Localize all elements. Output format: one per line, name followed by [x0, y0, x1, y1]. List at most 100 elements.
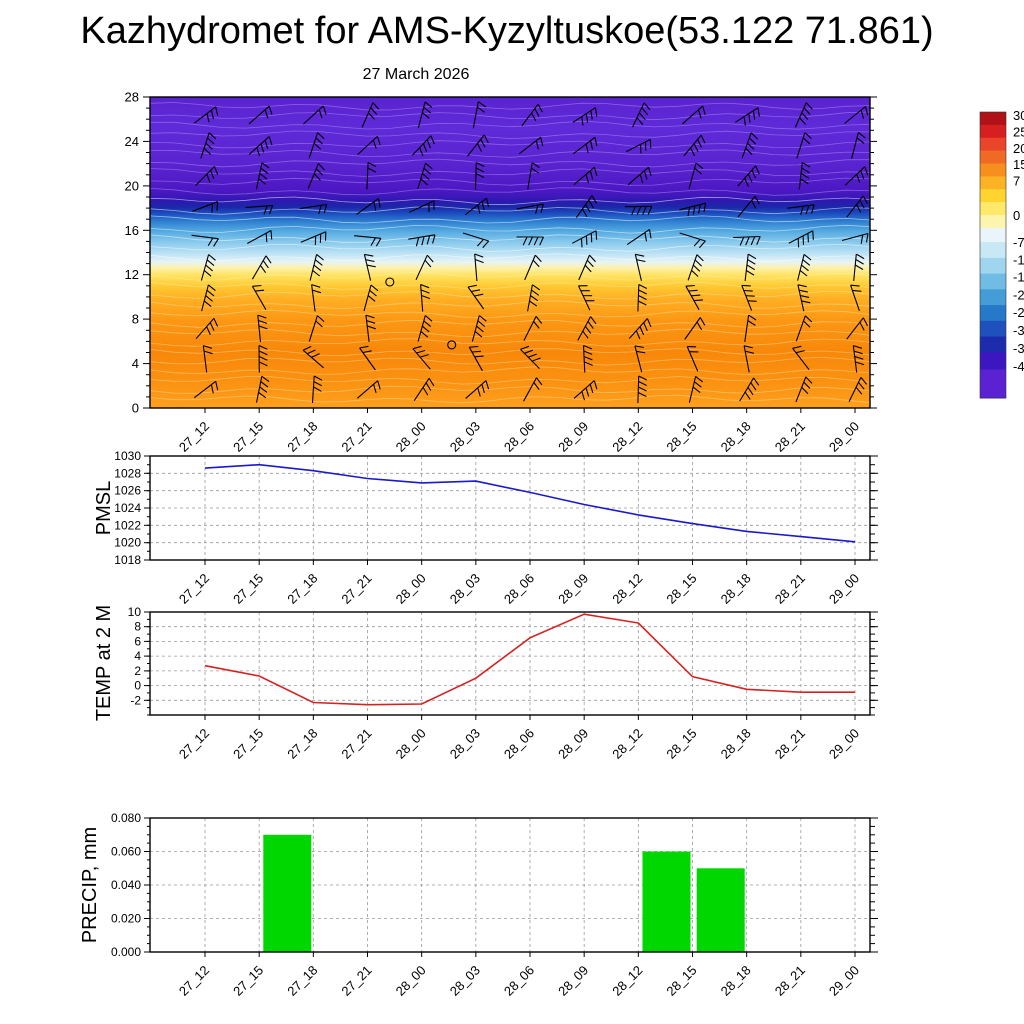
time-tick-label: 28_03 [447, 419, 483, 455]
time-tick-label: 27_18 [284, 571, 320, 607]
calm-wind-circle [385, 277, 395, 287]
level-tick-label: 8 [132, 312, 139, 327]
colorbar-label: -7 [1013, 235, 1024, 250]
time-tick-label: 28_21 [772, 726, 808, 762]
colorbar-label: -30 [1013, 323, 1024, 338]
time-tick-label: 27_18 [284, 963, 320, 999]
time-tick-label: 28_09 [555, 419, 591, 455]
time-tick-label: 28_15 [663, 571, 699, 607]
level-tick-label: 28 [125, 90, 139, 105]
time-tick-label: 27_15 [230, 726, 266, 762]
cross-section-fill [150, 97, 870, 408]
colorbar-label: -10 [1013, 252, 1024, 267]
level-tick-label: 16 [125, 223, 139, 238]
time-tick-label: 27_18 [284, 419, 320, 455]
time-tick-label: 27_15 [230, 419, 266, 455]
y-tick-label: 4 [134, 649, 141, 663]
temp-chart: 27_12 27_15 27_18 27_21 28_00 28_03 28_06 28_09… [128, 605, 878, 762]
time-tick-label: 28_12 [609, 571, 645, 607]
chart-subtitle-date: 27 March 2026 [362, 66, 470, 83]
y-tick-label: 0.040 [111, 878, 141, 892]
time-tick-label: 28_12 [609, 726, 645, 762]
colorbar-label: 20 [1013, 141, 1024, 156]
time-tick-label: 28_21 [772, 963, 808, 999]
time-tick-label: 27_15 [230, 963, 266, 999]
y-tick-label: 1026 [114, 484, 141, 498]
time-tick-label: 29_00 [826, 571, 862, 607]
time-tick-label: 28_15 [663, 726, 699, 762]
y-tick-label: 2 [134, 664, 141, 678]
time-tick-label: 28_09 [555, 726, 591, 762]
time-tick-label: 29_00 [826, 726, 862, 762]
time-tick-label: 28_21 [772, 419, 808, 455]
y-tick-label: 1030 [114, 449, 141, 463]
time-tick-label: 28_03 [447, 963, 483, 999]
colorbar-label: -25 [1013, 305, 1024, 320]
y-tick-label: 1024 [114, 501, 141, 515]
y-tick-label: 6 [134, 634, 141, 648]
y-tick-label: 8 [134, 620, 141, 634]
y-tick-label: -2 [130, 693, 141, 707]
time-tick-label: 27_21 [338, 571, 374, 607]
time-tick-label: 28_00 [393, 963, 429, 999]
time-tick-label: 28_06 [501, 571, 537, 607]
time-tick-label: 29_00 [826, 963, 862, 999]
time-tick-label: 27_21 [338, 963, 374, 999]
precip-chart: 27_12 27_15 27_18 27_21 28_00 28_03 28_06 28_09… [111, 811, 878, 999]
y-tick-label: 1022 [114, 518, 141, 532]
time-tick-label: 28_15 [663, 963, 699, 999]
time-tick-label: 28_18 [718, 571, 754, 607]
time-tick-label: 28_18 [718, 963, 754, 999]
time-tick-label: 28_00 [393, 726, 429, 762]
time-tick-label: 28_03 [447, 571, 483, 607]
time-tick-label: 28_18 [718, 419, 754, 455]
time-tick-label: 27_21 [338, 726, 374, 762]
time-tick-label: 28_12 [609, 963, 645, 999]
time-tick-label: 28_18 [718, 726, 754, 762]
y-tick-label: 0 [134, 679, 141, 693]
y-tick-label: 0.060 [111, 845, 141, 859]
time-tick-label: 28_06 [501, 963, 537, 999]
time-tick-label: 28_15 [663, 419, 699, 455]
time-tick-label: 28_21 [772, 571, 808, 607]
pmsl-chart: 27_12 27_15 27_18 27_21 28_00 28_03 28_06 28_09… [114, 449, 878, 607]
time-tick-label: 27_12 [176, 963, 212, 999]
colorbar-label: 0 [1013, 208, 1020, 223]
page-title: Kazhydromet for AMS-Kyzyltuskoe(53.122 7… [80, 10, 934, 52]
y-tick-label: 1020 [114, 536, 141, 550]
cross-section-panel: 0 4 8 12 16 20 24 28 27_12 27_15 27_18 27_21 28_00 28… [125, 90, 877, 455]
wind-barbs [191, 101, 869, 404]
precip-bar [642, 851, 691, 952]
precip-bar [696, 868, 745, 953]
time-tick-label: 28_00 [393, 419, 429, 455]
y-tick-label: 0.000 [111, 945, 141, 959]
y-tick-label: 0.020 [111, 912, 141, 926]
calm-wind-circle [447, 340, 457, 350]
time-tick-label: 28_06 [501, 726, 537, 762]
time-tick-label: 27_12 [176, 419, 212, 455]
time-tick-label: 27_15 [230, 571, 266, 607]
time-tick-label: 27_12 [176, 726, 212, 762]
level-tick-label: 20 [125, 178, 139, 193]
time-tick-label: 28_03 [447, 726, 483, 762]
colorbar-label: -15 [1013, 269, 1024, 284]
time-tick-label: 28_09 [555, 963, 591, 999]
colorbar-label: -20 [1013, 288, 1024, 303]
time-tick-label: 27_12 [176, 571, 212, 607]
colorbar-label: 15 [1013, 157, 1024, 172]
temp-2m-line [204, 613, 855, 706]
time-tick-label: 28_12 [609, 419, 645, 455]
colorbar-label: 25 [1013, 124, 1024, 139]
level-tick-label: 24 [125, 134, 139, 149]
time-tick-label: 29_00 [826, 419, 862, 455]
precip-bar [263, 834, 312, 953]
time-tick-label: 27_21 [338, 419, 374, 455]
level-tick-label: 12 [125, 267, 139, 282]
y-tick-label: 10 [128, 605, 142, 619]
pmsl-line [204, 463, 856, 543]
time-tick-label: 28_06 [501, 419, 537, 455]
level-tick-label: 0 [132, 401, 139, 416]
colorbar-label: -40 [1013, 359, 1024, 374]
colorbar-label: 30 [1013, 108, 1024, 123]
